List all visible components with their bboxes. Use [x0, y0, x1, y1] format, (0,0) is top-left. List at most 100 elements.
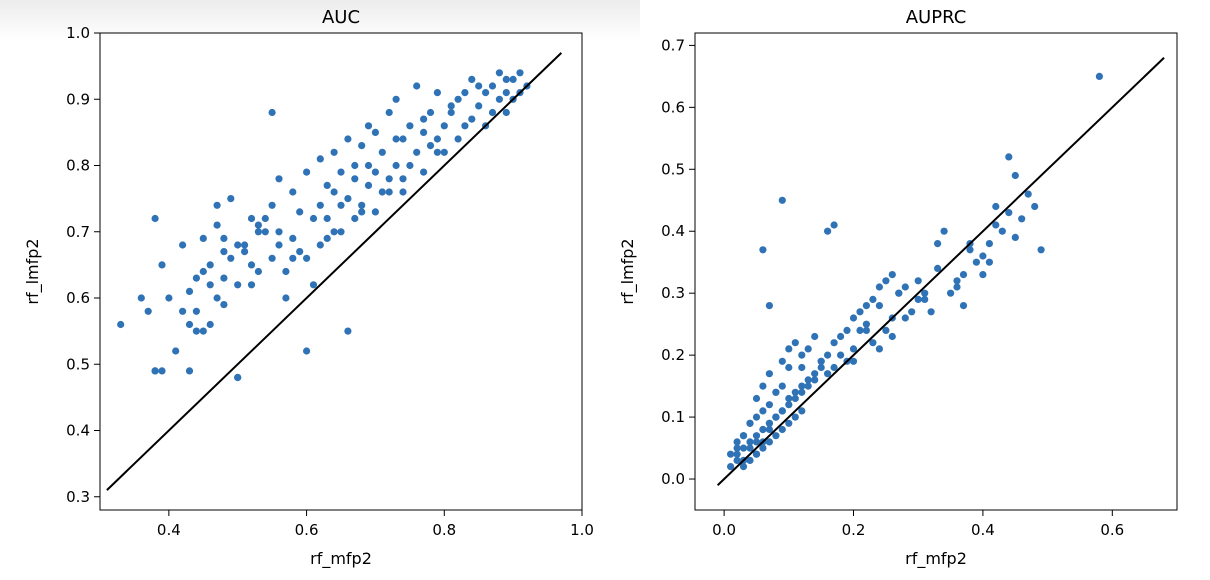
- auc-point: [385, 108, 393, 117]
- auc-point: [241, 241, 249, 249]
- auc-point: [144, 307, 152, 315]
- auprc-point: [856, 326, 864, 334]
- auc-point: [330, 188, 338, 196]
- auprc-point: [837, 332, 845, 341]
- auprc-point: [901, 314, 909, 322]
- auc-point: [275, 175, 283, 183]
- auprc-point: [785, 419, 793, 427]
- auprc-point: [804, 376, 812, 384]
- auc-point: [502, 75, 510, 83]
- auprc-point: [875, 345, 884, 353]
- auprc-y-axis-label: rf_lmfp2: [618, 238, 638, 304]
- auc-point: [268, 201, 276, 209]
- auprc-point: [959, 302, 968, 310]
- auprc-point: [830, 339, 838, 347]
- auprc-point: [759, 425, 767, 434]
- auc-point: [303, 254, 311, 262]
- auc-point: [433, 135, 441, 143]
- auprc-point: [979, 271, 987, 279]
- auc-point: [447, 102, 455, 110]
- auc-point: [461, 122, 469, 130]
- auc-point: [420, 115, 428, 123]
- auc-point: [509, 75, 517, 83]
- auprc-point: [940, 227, 948, 235]
- auc-y-tick-label: 1.0: [66, 24, 90, 42]
- auc-point: [344, 195, 352, 203]
- auc-point: [371, 128, 379, 136]
- auprc-point: [778, 382, 786, 390]
- auc-point: [426, 142, 435, 150]
- auc-point: [420, 128, 428, 136]
- auc-point: [268, 108, 276, 117]
- auc-point: [199, 267, 207, 276]
- auc-y-tick-label: 0.7: [66, 223, 90, 241]
- auc-y-tick-label: 0.9: [66, 90, 90, 108]
- auc-point: [199, 234, 207, 242]
- auprc-point: [934, 264, 942, 272]
- auprc-point: [811, 376, 819, 384]
- auprc-point: [727, 450, 735, 458]
- auc-point: [475, 82, 483, 90]
- auc-point: [337, 201, 345, 209]
- auprc-y-tick-label: 0.1: [661, 408, 685, 426]
- auc-point: [447, 108, 455, 117]
- auc-point: [234, 241, 242, 249]
- auprc-point: [785, 345, 793, 353]
- auc-identity-line: [106, 52, 563, 491]
- auprc-point: [778, 196, 786, 204]
- auc-point: [468, 115, 476, 123]
- auprc-point: [1037, 246, 1045, 254]
- auprc-point: [733, 444, 741, 452]
- auc-point: [371, 168, 379, 176]
- auc-point: [192, 327, 200, 335]
- auc-point: [316, 155, 324, 163]
- auprc-point: [972, 258, 981, 266]
- auprc-point: [953, 277, 961, 285]
- auc-x-tick-label: 1.0: [570, 521, 594, 539]
- auc-point: [337, 168, 345, 176]
- auprc-point: [811, 370, 819, 378]
- auprc-point: [765, 438, 774, 446]
- auc-point: [275, 241, 283, 249]
- auprc-point: [888, 271, 896, 279]
- auprc-point: [1011, 171, 1019, 180]
- auprc-point: [1024, 190, 1032, 198]
- auc-point: [488, 108, 497, 117]
- auc-point: [268, 254, 276, 262]
- auprc-point: [830, 363, 838, 372]
- auprc-x-tick-label: 0.0: [712, 521, 736, 539]
- auc-title: AUC: [322, 7, 360, 28]
- auc-point: [282, 294, 290, 302]
- auprc-point: [804, 382, 812, 390]
- auc-point: [495, 69, 503, 77]
- auc-point: [392, 95, 400, 103]
- auc-y-tick-label: 0.4: [66, 422, 90, 440]
- auprc-point: [869, 339, 877, 347]
- auc-point: [502, 108, 510, 117]
- auc-x-tick-label: 0.8: [432, 521, 456, 539]
- auc-point: [433, 89, 441, 97]
- auprc-plot-frame: [694, 32, 1178, 511]
- auc-points: [117, 69, 531, 382]
- auc-point: [289, 188, 297, 196]
- auc-point: [351, 161, 359, 170]
- auc-point: [213, 294, 221, 302]
- auprc-point: [746, 438, 754, 446]
- auprc-point: [778, 407, 786, 415]
- auprc-point: [1005, 153, 1013, 161]
- auprc-y-tick-label: 0.0: [661, 470, 685, 488]
- auc-point: [330, 228, 338, 236]
- auc-point: [392, 135, 400, 143]
- auprc-point: [752, 394, 761, 403]
- auprc-identity-line: [716, 57, 1165, 486]
- auprc-point: [739, 432, 748, 440]
- auc-point: [199, 327, 207, 335]
- auc-point: [440, 148, 448, 156]
- auprc-point: [824, 227, 832, 235]
- auc-point: [220, 274, 228, 282]
- auc-point: [213, 221, 221, 229]
- auc-point: [385, 188, 393, 196]
- auprc-point: [953, 283, 961, 291]
- auc-point: [309, 214, 318, 223]
- auprc-point: [934, 240, 942, 248]
